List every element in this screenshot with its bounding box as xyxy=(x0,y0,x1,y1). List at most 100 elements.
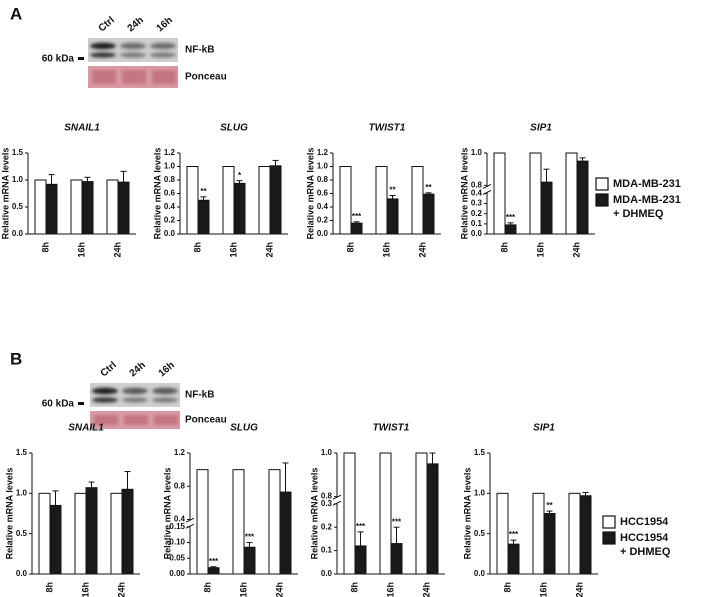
legend-line: HCC1954 xyxy=(620,516,669,528)
x-tick-label: 8h xyxy=(499,242,509,253)
significance: * xyxy=(238,171,242,180)
bar xyxy=(579,495,592,575)
blot-band xyxy=(152,387,178,395)
bar xyxy=(390,543,403,575)
bar xyxy=(34,179,47,235)
significance: ** xyxy=(546,501,553,510)
marker-label: 60 kDa xyxy=(42,399,75,410)
y-tick-label: 0.0 xyxy=(471,229,483,238)
y-axis-label: Relative mRNA levels xyxy=(309,468,319,560)
panel-label: A xyxy=(10,4,22,23)
lane-label: 24h xyxy=(126,15,146,35)
y-tick-label: 1.0 xyxy=(164,162,176,171)
blot-band xyxy=(152,397,178,403)
y-tick-label: 0.8 xyxy=(471,181,483,190)
bar xyxy=(504,224,517,235)
break-mark xyxy=(185,523,195,529)
band-label: NF-kB xyxy=(185,45,214,56)
x-tick-label: 24h xyxy=(116,582,126,597)
blot-band xyxy=(90,42,116,50)
y-tick-label: 1.0 xyxy=(474,488,486,497)
bar xyxy=(117,181,130,235)
y-axis-label: Relative mRNA levels xyxy=(462,468,472,560)
y-tick-label: 1.0 xyxy=(321,448,333,457)
y-tick-label: 0.0 xyxy=(317,229,329,238)
x-tick-label: 8h xyxy=(40,242,50,253)
legend-label: MDA-MB-231 xyxy=(613,178,681,190)
legend-swatch xyxy=(602,515,616,529)
y-tick-label: 0.8 xyxy=(321,492,333,501)
x-tick-label: 16h xyxy=(238,582,248,597)
break-mark xyxy=(185,517,195,523)
x-tick-label: 24h xyxy=(574,582,584,597)
x-tick-label: 24h xyxy=(264,242,274,258)
chart-title: SIP1 xyxy=(533,423,555,434)
y-tick-label: 1.5 xyxy=(16,448,28,457)
blot-strip xyxy=(88,38,178,62)
bar xyxy=(375,166,388,235)
chart-title: SLUG xyxy=(230,423,258,434)
y-tick-label: 0.0 xyxy=(321,569,333,578)
lane-label: Ctrl xyxy=(99,360,119,380)
bar xyxy=(343,452,356,575)
y-tick-label: 1.5 xyxy=(12,148,24,157)
y-tick-label: 0.05 xyxy=(169,553,185,562)
blot-band xyxy=(122,397,148,403)
y-tick-label: 1.0 xyxy=(12,175,24,184)
bar xyxy=(49,504,62,575)
y-tick-label: 0.5 xyxy=(12,202,24,211)
y-tick-label: 0.8 xyxy=(317,175,329,184)
y-tick-label: 0.4 xyxy=(174,515,186,524)
y-tick-label: 0.3 xyxy=(321,499,333,508)
x-tick-label: 8h xyxy=(345,242,355,253)
marker-dash xyxy=(78,57,84,60)
significance: ** xyxy=(425,183,432,192)
bar xyxy=(540,181,553,235)
band-label: NF-kB xyxy=(185,390,214,401)
blot-strip xyxy=(90,383,180,407)
bar xyxy=(121,488,134,575)
bar xyxy=(233,182,246,235)
significance: ** xyxy=(389,186,396,195)
bar xyxy=(532,492,545,575)
y-tick-label: 1.2 xyxy=(174,448,186,457)
y-tick-label: 0.0 xyxy=(12,229,24,238)
band-label: Ponceau xyxy=(185,72,227,83)
bar xyxy=(576,160,589,235)
y-tick-label: 0.5 xyxy=(474,529,486,538)
bar xyxy=(386,198,399,235)
break-mark xyxy=(332,494,342,500)
blot-band xyxy=(90,52,116,58)
bar xyxy=(350,222,363,235)
x-tick-label: 24h xyxy=(421,582,431,597)
x-tick-label: 24h xyxy=(417,242,427,258)
y-tick-label: 0.2 xyxy=(164,216,176,225)
y-axis-label: Relative mRNA levels xyxy=(152,148,162,240)
bar xyxy=(496,492,509,575)
x-tick-label: 16h xyxy=(381,242,391,258)
blot-band xyxy=(120,42,146,50)
ponceau-band xyxy=(94,415,118,425)
marker-label: 60 kDa xyxy=(42,54,75,65)
chart-title: SLUG xyxy=(220,123,248,134)
bar xyxy=(243,546,256,575)
x-tick-label: 16h xyxy=(76,242,86,258)
ponceau-band xyxy=(154,415,178,425)
x-tick-label: 16h xyxy=(228,242,238,258)
y-tick-label: 0.00 xyxy=(169,569,185,578)
y-tick-label: 0.2 xyxy=(317,216,329,225)
marker-dash xyxy=(78,402,84,405)
legend-swatch xyxy=(602,531,616,545)
y-tick-label: 0.0 xyxy=(164,229,176,238)
legend-line: MDA-MB-231 xyxy=(613,194,681,206)
y-tick-label: 0.4 xyxy=(471,189,483,198)
bar xyxy=(415,452,428,575)
bar xyxy=(493,152,506,235)
x-tick-label: 8h xyxy=(192,242,202,253)
x-tick-label: 8h xyxy=(502,582,512,593)
legend-swatch xyxy=(595,193,609,207)
y-axis-label: Relative mRNA levels xyxy=(0,148,10,240)
significance: *** xyxy=(506,213,516,222)
significance: *** xyxy=(245,533,255,542)
y-axis-label: Relative mRNA levels xyxy=(305,148,315,240)
